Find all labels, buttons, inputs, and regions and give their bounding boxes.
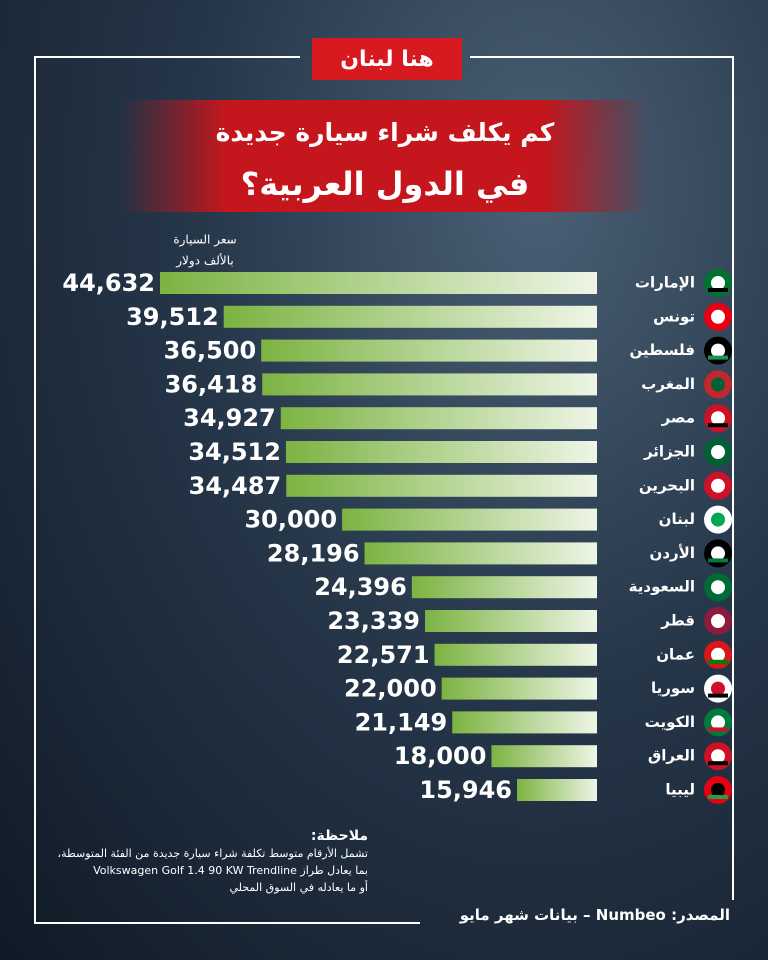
flag-detail	[711, 309, 725, 324]
category-label: لبنان	[659, 510, 695, 528]
category-label: مصر	[661, 409, 695, 427]
flag-detail	[711, 783, 725, 797]
value-label: 21,149	[355, 708, 448, 736]
category-label: الأردن	[650, 544, 695, 562]
flag-detail	[711, 546, 725, 561]
flag-detail	[711, 681, 725, 696]
logo-box	[312, 38, 462, 80]
logo: هنا لبنان	[340, 47, 433, 72]
category-label: عمان	[656, 645, 695, 663]
category-label: تونس	[653, 307, 695, 325]
flag-detail	[708, 761, 728, 766]
frame-line	[34, 56, 420, 924]
value-label: 34,512	[188, 438, 281, 466]
category-label: الكويت	[645, 713, 695, 731]
flag-detail	[711, 377, 725, 392]
source: المصدر: Numbeo – بيانات شهر مايو	[459, 906, 730, 924]
flag-detail	[708, 288, 728, 292]
value-label: 39,512	[126, 303, 219, 331]
bar	[517, 779, 597, 801]
category-label: المغرب	[641, 375, 695, 393]
bar	[434, 643, 597, 666]
note-line: تشمل الأرقام متوسط تكلفة شراء سيارة جديد…	[57, 847, 368, 860]
flag-detail	[711, 749, 725, 764]
category-label: سوريا	[651, 679, 695, 697]
value-label: 34,927	[183, 404, 276, 432]
value-label: 15,946	[419, 776, 512, 804]
bar	[342, 508, 597, 531]
bar	[285, 441, 597, 463]
note-line: بما يعادل طراز Volkswagen Golf 1.4 90 KW…	[93, 864, 368, 877]
flag-detail	[711, 647, 725, 662]
flag-detail	[711, 478, 725, 493]
bar	[262, 373, 597, 396]
value-label: 22,571	[337, 641, 430, 669]
title-band	[120, 100, 650, 212]
chart-title: كم يكلف شراء سيارة جديدة	[216, 118, 555, 148]
value-label: 44,632	[62, 269, 155, 297]
value-label: 34,487	[189, 472, 282, 500]
bar	[424, 610, 597, 632]
bar	[261, 339, 597, 362]
note-line: أو ما يعادله في السوق المحلي	[229, 881, 368, 894]
note-title: ملاحظة:	[310, 828, 368, 844]
category-label: قطر	[660, 612, 695, 630]
bar	[491, 745, 597, 768]
category-label: ليبيا	[665, 781, 695, 799]
bar	[286, 474, 597, 497]
flag-detail	[711, 512, 725, 527]
frame-line	[470, 56, 734, 900]
category-label: الجزائر	[643, 443, 695, 461]
chart-subtitle: في الدول العربية؟	[241, 165, 530, 203]
flag-detail	[708, 795, 728, 799]
bar	[411, 576, 597, 599]
flag-detail	[708, 659, 728, 664]
category-label: فلسطين	[630, 341, 695, 359]
value-label: 30,000	[244, 506, 337, 534]
flag-detail	[711, 276, 725, 290]
bar	[452, 711, 597, 734]
flag-detail	[708, 423, 728, 428]
flag-detail	[711, 614, 725, 628]
flag-detail	[708, 693, 728, 698]
value-label: 28,196	[267, 539, 360, 567]
frame	[34, 56, 734, 924]
bar	[223, 305, 598, 328]
value-label: 22,000	[344, 675, 437, 703]
value-label: 23,339	[327, 607, 420, 635]
flag-detail	[711, 715, 725, 730]
category-label: العراق	[648, 747, 695, 765]
category-label: البحرين	[639, 476, 695, 494]
axis-label: سعر السيارة	[173, 233, 236, 248]
flag-detail	[708, 355, 728, 360]
value-label: 18,000	[394, 742, 487, 770]
flag-detail	[711, 411, 725, 426]
flag-detail	[711, 580, 725, 595]
category-label: السعودية	[629, 578, 695, 596]
bar	[364, 542, 597, 565]
value-label: 36,418	[165, 370, 258, 398]
value-label: 24,396	[314, 573, 407, 601]
category-label: الإمارات	[635, 274, 695, 292]
flag-detail	[711, 445, 725, 459]
axis-label: بالألف دولار	[175, 253, 234, 269]
note: ملاحظة: تشمل الأرقام متوسط تكلفة شراء سي…	[8, 828, 368, 896]
flag-detail	[708, 727, 728, 732]
bar	[441, 677, 597, 700]
bar	[160, 272, 597, 294]
flag-detail	[711, 343, 725, 358]
bar	[280, 407, 597, 430]
value-label: 36,500	[164, 337, 257, 365]
flag-detail	[708, 558, 728, 563]
